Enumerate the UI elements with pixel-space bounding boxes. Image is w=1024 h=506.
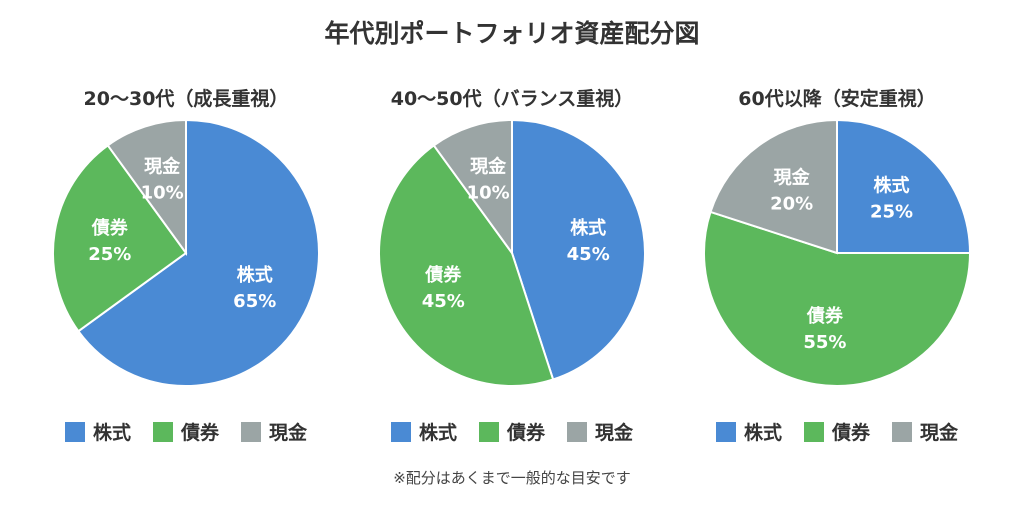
legend-item: 債券 <box>803 418 870 445</box>
slice-category-label: 現金 <box>144 156 181 178</box>
slice-category-label: 株式 <box>570 217 606 239</box>
legend-swatch <box>892 421 912 442</box>
pie-slice-2-2 <box>709 118 838 255</box>
legend-item: 債券 <box>152 418 219 445</box>
legend-label: 現金 <box>595 422 634 444</box>
pie-title-20s-30s: 20〜30代（成長重視） <box>83 88 289 110</box>
pie-title-40s-50s: 40〜50代（バランス重視） <box>390 88 634 110</box>
slice-value-label: 45% <box>567 244 610 265</box>
slice-category-label: 債券 <box>91 217 129 239</box>
legend-swatch <box>64 421 85 442</box>
pie-title-60s: 60代以降（安定重視） <box>738 88 936 110</box>
pie-slice-0-2 <box>106 118 187 257</box>
legend-item: 現金 <box>241 418 307 445</box>
legend: 株式 債券 現金 <box>349 418 675 445</box>
slice-category-label: 株式 <box>874 174 910 196</box>
pie-slice-2-1 <box>703 210 972 387</box>
pie-slice-1-0 <box>511 118 646 381</box>
legend-label: 株式 <box>92 422 131 444</box>
slice-value-label: 10% <box>467 183 510 204</box>
legend-swatch <box>715 421 736 442</box>
legend-swatch <box>803 421 824 442</box>
legend-item: 債券 <box>478 418 545 445</box>
slice-category-label: 現金 <box>774 167 811 189</box>
legend-label: 債券 <box>506 422 545 444</box>
legend-label: 株式 <box>418 422 457 444</box>
footnote: ※配分はあくまで一般的な目安です <box>393 469 631 487</box>
pie-slice-1-2 <box>432 118 513 257</box>
legend-swatch <box>152 421 173 442</box>
slice-value-label: 55% <box>803 332 846 353</box>
legend-label: 債券 <box>180 422 219 444</box>
chart-title: 年代別ポートフォリオ資産配分図 <box>324 19 700 48</box>
legend: 株式 債券 現金 <box>23 418 349 445</box>
legend-item: 株式 <box>715 418 782 445</box>
slice-value-label: 45% <box>422 291 465 312</box>
legend-swatch <box>567 421 587 442</box>
slice-category-label: 債券 <box>424 264 462 286</box>
slice-category-label: 現金 <box>470 156 507 178</box>
legend-item: 株式 <box>64 418 131 445</box>
legend-label: 株式 <box>743 422 782 444</box>
slice-value-label: 65% <box>233 291 276 312</box>
slice-category-label: 債券 <box>806 305 844 327</box>
legend: 株式 債券 現金 <box>674 418 1000 445</box>
slice-value-label: 20% <box>770 194 813 215</box>
slice-value-label: 25% <box>870 201 913 222</box>
pie-slice-0-0 <box>77 118 320 387</box>
slice-value-label: 10% <box>141 183 184 204</box>
legend-item: 現金 <box>567 418 633 445</box>
legend-swatch <box>390 421 411 442</box>
pie-slice-0-1 <box>52 144 188 333</box>
legend-swatch <box>241 421 261 442</box>
slice-category-label: 株式 <box>237 264 273 286</box>
legend-swatch <box>478 421 499 442</box>
legend-label: 現金 <box>920 422 959 444</box>
pie-slice-2-0 <box>836 118 972 254</box>
legend-item: 現金 <box>892 418 958 445</box>
pie-slice-1-1 <box>378 144 555 387</box>
legend-item: 株式 <box>390 418 457 445</box>
slice-value-label: 25% <box>88 244 131 265</box>
legend-label: 債券 <box>831 422 870 444</box>
legend-label: 現金 <box>269 422 308 444</box>
